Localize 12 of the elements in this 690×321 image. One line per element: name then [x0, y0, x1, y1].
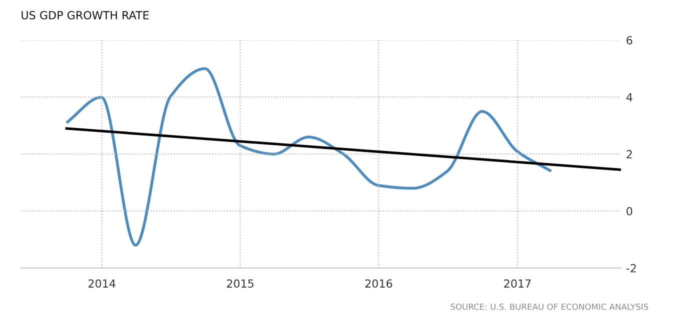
- x-tick-label: 2015: [226, 279, 254, 288]
- y-tick-label: 6: [626, 36, 632, 45]
- x-tick-label: 2016: [365, 279, 392, 288]
- x-tick-label: 2014: [88, 279, 116, 288]
- line-series: [65, 67, 553, 247]
- chart-title: US GDP GROWTH RATE: [22, 11, 149, 20]
- y-tick-label: -2: [626, 264, 636, 272]
- y-tick-label: 0: [626, 207, 632, 216]
- x-tick-label: 2017: [504, 279, 531, 288]
- source-note: SOURCE: U.S. BUREAU OF ECONOMIC ANALYSIS: [450, 304, 648, 310]
- y-tick-label: 2: [626, 150, 632, 158]
- y-tick-label: 4: [626, 93, 632, 102]
